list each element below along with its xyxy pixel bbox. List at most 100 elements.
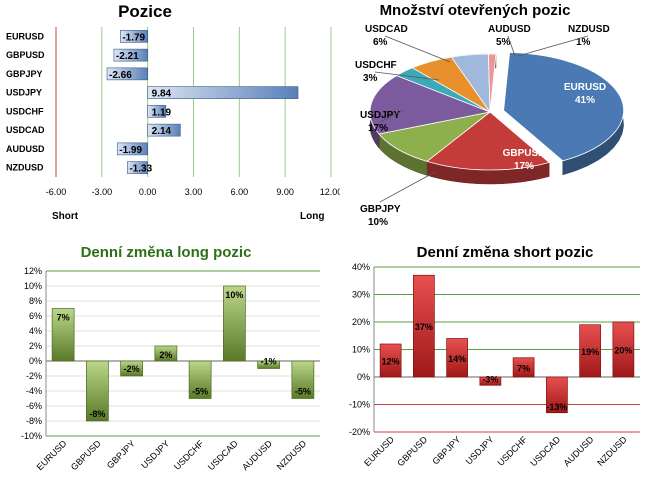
daily-long-chart: 12% 10% 8% 6% 4% 2% 0% -2% -4% -6% -8% -10% 7% EURUSD… <box>21 266 320 472</box>
pie-category-label: EURUSD <box>564 82 606 93</box>
bar <box>127 161 148 174</box>
y-tick-label: 4% <box>29 326 42 336</box>
bar <box>291 360 315 399</box>
category-label: USDJPY <box>464 434 496 466</box>
value-label: -13% <box>546 402 567 412</box>
pie-percent-label: 3% <box>363 73 378 84</box>
pie-category-label: NZDUSD <box>568 24 610 35</box>
x-tick-label: 3.00 <box>185 187 203 197</box>
x-tick-label: -6.00 <box>46 187 67 197</box>
pie-percent-label: 1% <box>576 37 591 48</box>
y-tick-label: 20% <box>352 317 370 327</box>
category-label: GBPUSD <box>395 434 429 468</box>
y-tick-label: 6% <box>29 311 42 321</box>
value-label: 12% <box>382 357 400 367</box>
bar <box>147 86 299 99</box>
bar <box>479 376 502 386</box>
value-label: -1.99 <box>119 145 142 156</box>
y-tick-label: -8% <box>26 416 42 426</box>
x-tick-label: -3.00 <box>92 187 113 197</box>
positions-panel: Pozice -6.00 -3.00 0.00 3.00 6.00 9.00 12.00 EU… <box>0 0 340 232</box>
value-label: 9.84 <box>152 89 172 100</box>
bar <box>147 123 181 137</box>
category-label: USDCAD <box>528 434 562 468</box>
category-label: EURUSD <box>6 31 45 41</box>
y-tick-label: -4% <box>26 386 42 396</box>
x-tick-label: 0.00 <box>139 187 157 197</box>
pie-category-label: USDJPY <box>360 110 400 121</box>
pie-category-label: GBPJPY <box>360 204 401 215</box>
x-tick-label: 6.00 <box>231 187 249 197</box>
bar <box>512 357 535 378</box>
category-label: GBPJPY <box>6 69 43 79</box>
category-label: GBPJPY <box>430 434 462 466</box>
x-tick-label: 9.00 <box>276 187 294 197</box>
category-label: USDJPY <box>6 88 42 98</box>
pie-slice <box>503 52 625 162</box>
pie-percent-label: 6% <box>373 37 388 48</box>
pie-category-label: USDCAD <box>365 24 408 35</box>
value-label: -2.21 <box>116 51 139 62</box>
value-label: 2.14 <box>152 126 172 137</box>
category-label: USDCHF <box>6 106 44 116</box>
pie-slice <box>378 111 491 162</box>
y-tick-label: 12% <box>24 266 42 276</box>
y-tick-label: 0% <box>29 356 42 366</box>
bar <box>579 324 601 378</box>
category-label: USDCHF <box>172 438 206 472</box>
value-label: -2.66 <box>109 70 132 81</box>
bar <box>113 48 148 62</box>
y-tick-label: 2% <box>29 341 42 351</box>
open-positions-pie: EURUSD 41% GBPUSD 17% GBPJPY 10% USDJPY 17% USDC… <box>355 24 625 228</box>
category-label: NZDUSD <box>275 438 309 472</box>
pie-category-label: USDCHF <box>355 60 397 71</box>
bar <box>86 360 109 422</box>
daily-long-panel: Denní změna long pozic 12% 10% 8% 6% 4% 2% 0% -… <box>0 240 330 485</box>
value-label: -1.33 <box>129 164 152 175</box>
open-positions-title: Množství otevřených pozic <box>379 2 571 19</box>
value-label: 10% <box>225 290 243 300</box>
category-label: NZDUSD <box>6 163 44 173</box>
y-tick-label: -10% <box>349 400 370 410</box>
value-label: 7% <box>57 313 70 323</box>
category-label: USDCHF <box>495 434 529 468</box>
bar <box>446 338 468 378</box>
open-positions-panel: Množství otevřených pozic EURUSD 41% GBPUS… <box>340 0 645 232</box>
bar <box>257 360 280 369</box>
pie-slice <box>369 75 492 135</box>
category-label: GBPUSD <box>6 50 45 60</box>
daily-short-title: Denní změna short pozic <box>416 244 594 261</box>
value-label: 7% <box>517 363 530 373</box>
value-label: 1.19 <box>152 107 172 118</box>
bar <box>612 321 635 378</box>
x-tick-label: 12.00 <box>320 187 340 197</box>
y-tick-label: 0% <box>357 372 370 382</box>
y-tick-label: -6% <box>26 401 42 411</box>
daily-short-chart: 40% 30% 20% 10% 0% -10% -20% 12% EURUSD 37% GBPUSD… <box>349 262 640 468</box>
daily-short-panel: Denní změna short pozic 40% 30% 20% 10% 0% -1… <box>330 240 645 485</box>
short-label: Short <box>52 211 79 222</box>
bar <box>120 360 143 377</box>
category-label: GBPUSD <box>69 438 103 472</box>
pie-leader-line <box>379 109 405 123</box>
value-label: -1.79 <box>122 32 145 43</box>
category-label: AUDUSD <box>240 438 274 472</box>
y-tick-label: 10% <box>352 345 370 355</box>
bar <box>546 376 568 414</box>
pie-percent-label: 5% <box>496 37 511 48</box>
y-tick-label: 10% <box>24 281 42 291</box>
value-label: 19% <box>581 347 599 357</box>
daily-long-title: Denní změna long pozic <box>80 244 252 261</box>
bar <box>147 105 167 118</box>
positions-title: Pozice <box>118 2 172 21</box>
y-tick-label: 8% <box>29 296 42 306</box>
pie-leader-line <box>379 171 436 203</box>
category-label: GBPJPY <box>105 438 137 470</box>
pie-percent-label: 17% <box>368 123 388 134</box>
bar <box>188 360 212 399</box>
bar <box>154 345 178 362</box>
value-label: -8% <box>89 409 105 419</box>
y-tick-label: 40% <box>352 262 370 272</box>
pie-leader-line <box>384 35 451 63</box>
value-label: -1% <box>261 357 277 367</box>
